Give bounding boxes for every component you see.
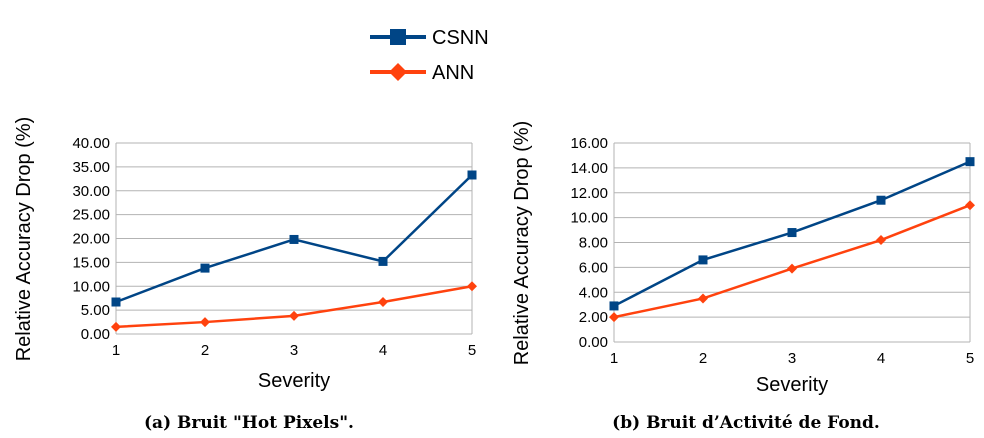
chart-b-point-csnn: [876, 195, 886, 205]
chart-b-x-tick-label: 3: [788, 350, 796, 367]
chart-a-y-tick-label: 35.00: [72, 159, 110, 176]
chart-b-point-ann: [876, 235, 886, 246]
chart-b-point-ann: [698, 293, 708, 304]
legend-marker-ann: [389, 63, 407, 81]
chart-b-point-ann: [965, 200, 975, 211]
chart-b-point-ann: [787, 263, 797, 274]
chart-b-y-tick-label: 14.00: [570, 160, 608, 177]
chart-a-series: [111, 170, 477, 332]
chart-a-x-tick-label: 4: [379, 342, 387, 359]
chart-a-x-axis-title: Severity: [258, 370, 330, 392]
chart-a-y-tick-label: 40.00: [72, 135, 110, 152]
legend-marker-csnn: [390, 29, 406, 45]
chart-a-y-tick-label: 10.00: [72, 278, 110, 295]
chart-hot-pixels: 0.00 5.00 10.00 15.00 20.00 25.00 30.00 35.00 40…: [13, 117, 477, 433]
chart-b-x-ticks: 1 2 3 4 5: [610, 350, 974, 367]
chart-a-caption: (a) Bruit "Hot Pixels".: [144, 413, 354, 433]
chart-a-point-csnn: [111, 297, 121, 307]
chart-a-point-csnn: [200, 263, 210, 273]
chart-a-y-axis-title: Relative Accuracy Drop (%): [13, 117, 35, 362]
chart-a-point-csnn: [289, 234, 299, 244]
chart-a-y-tick-label: 0.00: [81, 326, 110, 343]
chart-a-x-ticks: 1 2 3 4 5: [112, 342, 476, 359]
chart-b-line-ann: [613, 204, 971, 319]
chart-a-point-csnn: [378, 256, 388, 266]
chart-a-point-ann: [111, 321, 121, 332]
chart-b-series: [609, 157, 975, 323]
chart-a-point-csnn: [467, 170, 477, 180]
chart-b-y-tick-label: 6.00: [579, 259, 608, 276]
legend: CSNN ANN: [370, 27, 489, 84]
chart-b-y-tick-label: 2.00: [579, 309, 608, 326]
chart-a-y-tick-label: 5.00: [81, 302, 110, 319]
chart-b-y-tick-label: 8.00: [579, 235, 608, 252]
legend-entry-csnn: CSNN: [370, 27, 489, 49]
chart-b-x-tick-label: 4: [877, 350, 885, 367]
chart-b-point-csnn: [698, 255, 708, 265]
chart-a-point-ann: [289, 310, 299, 321]
chart-a-x-tick-label: 3: [290, 342, 298, 359]
chart-b-x-tick-label: 5: [966, 350, 974, 367]
chart-b-y-tick-label: 16.00: [570, 135, 608, 152]
chart-a-point-ann: [378, 297, 388, 308]
chart-b-y-axis-title: Relative Accuracy Drop (%): [511, 121, 533, 366]
chart-b-point-csnn: [965, 157, 975, 167]
chart-a-x-tick-label: 5: [468, 342, 476, 359]
legend-label-ann: ANN: [432, 62, 474, 84]
chart-a-y-tick-label: 30.00: [72, 183, 110, 200]
chart-b-grid: [613, 142, 971, 343]
chart-b-point-csnn: [787, 228, 797, 238]
chart-b-x-axis-title: Severity: [756, 374, 828, 396]
chart-b-y-tick-label: 10.00: [570, 210, 608, 227]
chart-a-x-tick-label: 1: [112, 342, 120, 359]
chart-b-point-csnn: [609, 301, 619, 311]
chart-b-x-tick-label: 1: [610, 350, 618, 367]
chart-b-caption: (b) Bruit d’Activité de Fond.: [612, 413, 880, 433]
chart-a-y-tick-label: 25.00: [72, 207, 110, 224]
chart-b-y-tick-label: 12.00: [570, 185, 608, 202]
chart-b-y-ticks: 0.00 2.00 4.00 6.00 8.00 10.00 12.00 14.00 16.00: [570, 135, 608, 351]
chart-a-point-ann: [467, 281, 477, 292]
chart-a-point-ann: [200, 317, 210, 328]
legend-label-csnn: CSNN: [432, 27, 489, 49]
chart-b-x-tick-label: 2: [699, 350, 707, 367]
chart-b-y-tick-label: 4.00: [579, 284, 608, 301]
chart-background-activity: 0.00 2.00 4.00 6.00 8.00 10.00 12.00 14.00 16.00…: [511, 121, 975, 433]
chart-a-y-ticks: 0.00 5.00 10.00 15.00 20.00 25.00 30.00 35.00 40…: [72, 135, 110, 343]
chart-a-y-tick-label: 20.00: [72, 231, 110, 248]
chart-a-y-tick-label: 15.00: [72, 254, 110, 271]
legend-entry-ann: ANN: [370, 62, 474, 84]
chart-b-point-ann: [609, 312, 619, 323]
chart-a-x-tick-label: 2: [201, 342, 209, 359]
chart-b-y-tick-label: 0.00: [579, 334, 608, 351]
